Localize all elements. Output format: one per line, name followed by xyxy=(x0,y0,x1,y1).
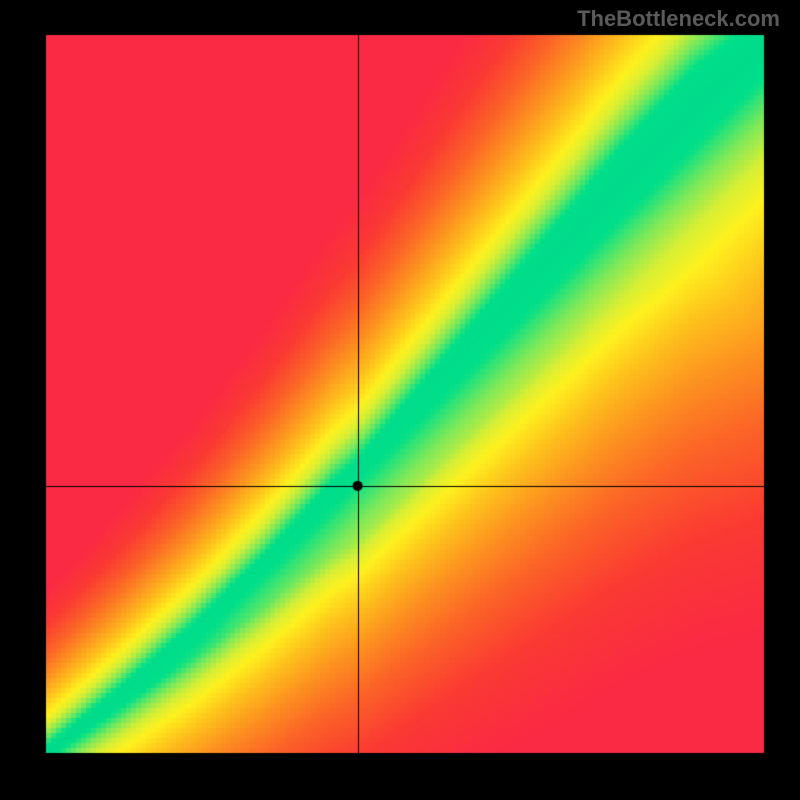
chart-container: TheBottleneck.com xyxy=(0,0,800,800)
watermark-text: TheBottleneck.com xyxy=(577,6,780,32)
heatmap-canvas xyxy=(0,0,800,800)
